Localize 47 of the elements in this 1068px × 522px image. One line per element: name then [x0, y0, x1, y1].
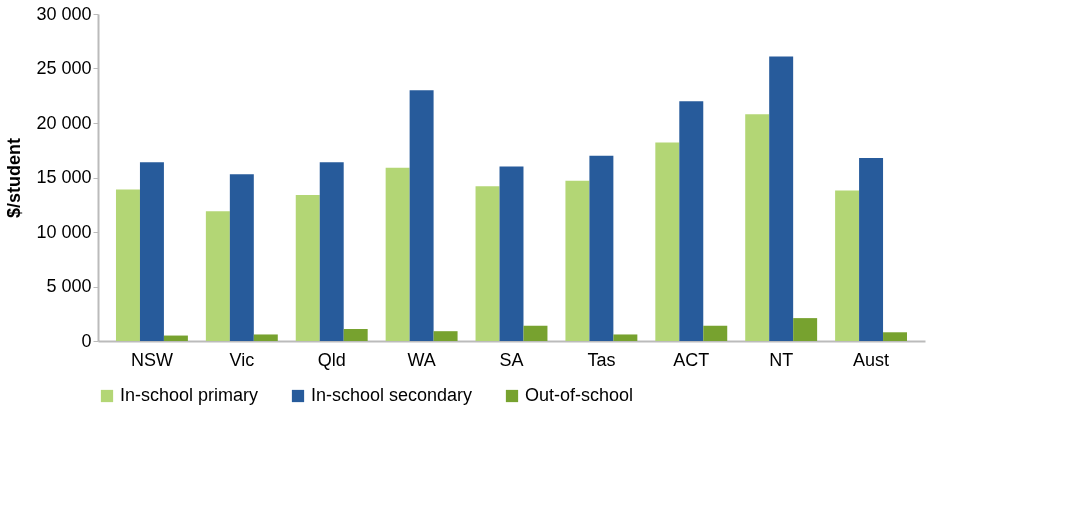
bar	[589, 155, 614, 341]
bar	[703, 325, 728, 341]
y-tick-label: 25 000	[36, 58, 92, 78]
bar	[523, 325, 548, 341]
bar	[745, 114, 770, 341]
bar	[295, 194, 320, 341]
bar	[565, 180, 590, 341]
bar	[475, 186, 500, 341]
bar	[163, 335, 188, 341]
x-tick-label: Qld	[317, 349, 346, 370]
y-tick-label: 30 000	[36, 3, 92, 24]
y-tick-label: 5 000	[46, 276, 92, 296]
y-tick-label: 15 000	[36, 167, 92, 187]
x-tick-label: Tas	[587, 349, 616, 370]
x-tick-label: WA	[407, 349, 436, 370]
y-axis-title: $/student	[4, 137, 25, 219]
y-tick-label: 10 000	[36, 221, 92, 242]
x-tick-label: SA	[499, 349, 524, 370]
x-tick-label: NT	[769, 349, 794, 370]
bar	[115, 189, 140, 341]
bar	[499, 166, 524, 341]
bar	[679, 101, 704, 341]
bar	[655, 142, 680, 341]
bar	[769, 56, 794, 341]
bar	[205, 211, 230, 341]
bar	[139, 162, 164, 341]
legend-label: Out-of-school	[525, 385, 634, 405]
bar	[613, 334, 638, 341]
bar	[343, 329, 368, 341]
bar	[433, 331, 458, 341]
bar	[835, 190, 860, 341]
bar	[409, 90, 434, 341]
y-tick-label: 0	[81, 330, 92, 351]
legend-label: In-school secondary	[311, 385, 473, 405]
x-tick-label: NSW	[130, 349, 173, 370]
bar	[793, 318, 818, 341]
bar	[253, 334, 278, 341]
x-tick-label: Vic	[229, 349, 255, 370]
bar	[319, 162, 344, 341]
bar	[859, 157, 884, 341]
bar	[883, 332, 908, 341]
x-tick-label: Aust	[853, 349, 890, 370]
bar	[229, 174, 254, 341]
y-tick-label: 20 000	[36, 112, 92, 133]
legend-label: In-school primary	[120, 385, 259, 405]
bar	[385, 167, 410, 341]
x-tick-label: ACT	[673, 349, 710, 370]
